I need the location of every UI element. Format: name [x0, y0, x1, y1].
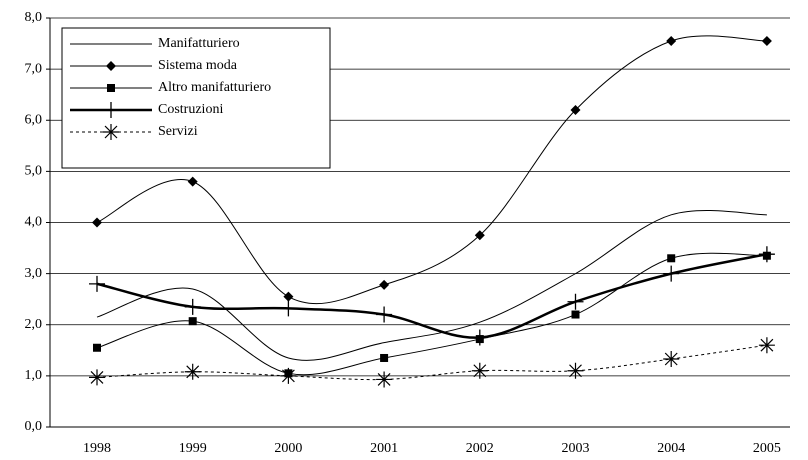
y-tick-label: 5,0	[25, 164, 43, 179]
series-line	[96, 252, 767, 376]
legend-label: Altro manifatturiero	[158, 80, 271, 95]
y-tick-label: 0,0	[25, 419, 43, 434]
y-tick-label: 1,0	[25, 368, 43, 383]
marker	[92, 217, 102, 228]
legend-label: Servizi	[158, 124, 198, 139]
marker	[471, 362, 488, 379]
marker	[93, 343, 101, 352]
y-tick-label: 7,0	[25, 61, 43, 76]
marker	[666, 36, 677, 47]
marker	[379, 279, 390, 290]
marker	[184, 298, 201, 315]
marker	[89, 275, 105, 292]
legend-label: Costruzioni	[158, 102, 223, 117]
marker	[567, 293, 584, 310]
marker	[571, 310, 580, 319]
marker	[376, 371, 393, 388]
marker	[380, 353, 389, 362]
x-tick-label: 2005	[753, 441, 781, 456]
series-line	[96, 35, 767, 305]
marker	[376, 306, 393, 323]
y-tick-label: 6,0	[25, 112, 43, 127]
y-tick-label: 2,0	[25, 317, 43, 332]
marker	[283, 291, 294, 302]
marker	[663, 351, 680, 368]
marker	[103, 124, 119, 140]
marker	[667, 254, 676, 263]
marker	[106, 61, 116, 71]
marker	[570, 105, 581, 116]
marker	[184, 363, 201, 380]
x-tick-label: 2002	[466, 441, 494, 456]
marker	[89, 369, 105, 386]
marker	[758, 337, 775, 354]
marker	[761, 36, 772, 47]
y-tick-label: 4,0	[25, 215, 43, 230]
marker	[107, 84, 115, 92]
marker	[280, 367, 297, 384]
marker	[187, 176, 198, 187]
marker	[567, 362, 584, 379]
x-tick-label: 1999	[179, 441, 207, 456]
x-tick-label: 2004	[657, 441, 685, 456]
series-line	[96, 210, 767, 361]
marker	[103, 102, 119, 118]
marker	[758, 246, 775, 263]
marker	[471, 329, 488, 346]
legend-box	[61, 27, 331, 169]
series-line	[96, 252, 768, 339]
legend-label: Manifatturiero	[158, 36, 240, 51]
x-tick-label: 1998	[83, 441, 111, 456]
marker	[474, 230, 485, 241]
legend-label: Sistema moda	[158, 58, 238, 73]
x-tick-label: 2000	[274, 441, 302, 456]
marker	[280, 300, 297, 317]
x-tick-label: 2001	[370, 441, 398, 456]
y-tick-label: 3,0	[25, 266, 43, 281]
marker	[188, 317, 197, 326]
x-tick-label: 2003	[562, 441, 590, 456]
marker	[663, 265, 680, 282]
series-line	[96, 344, 767, 381]
y-tick-label: 8,0	[25, 10, 43, 25]
